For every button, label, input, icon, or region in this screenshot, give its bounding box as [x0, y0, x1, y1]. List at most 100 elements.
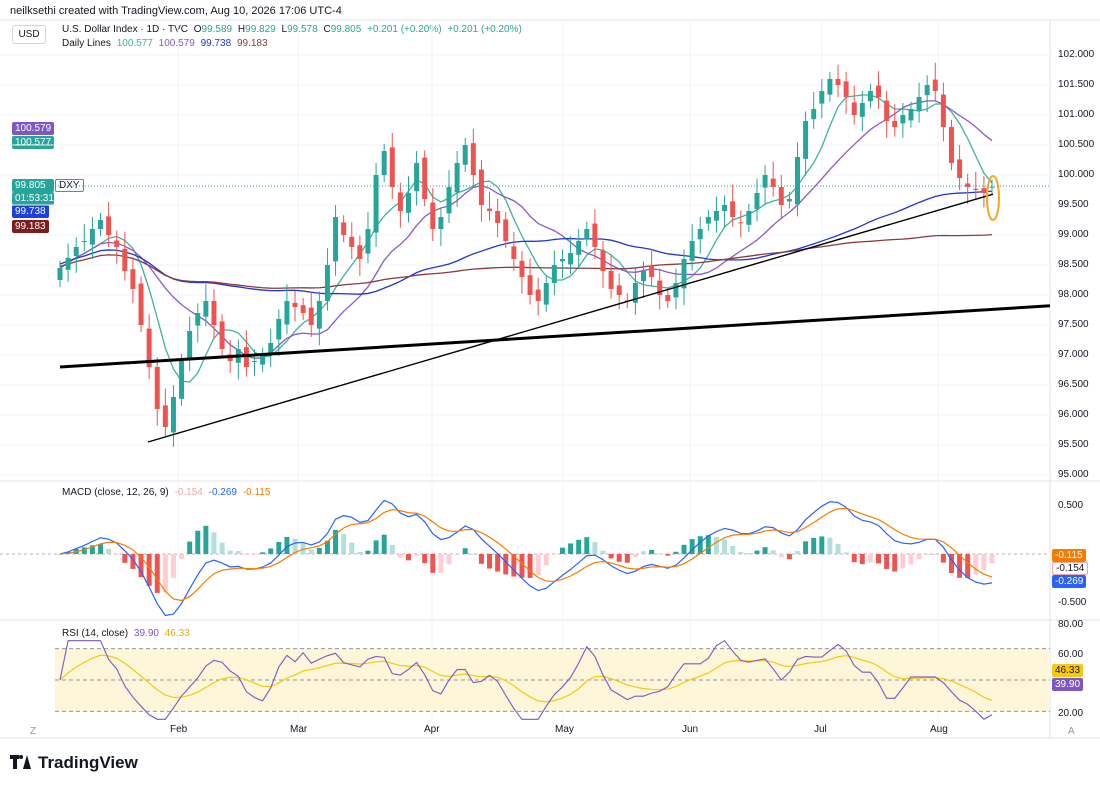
macd-histogram-bar — [543, 554, 549, 566]
macd-histogram-bar — [827, 537, 833, 554]
time-tick-label: Jul — [814, 724, 827, 735]
macd-histogram-bar — [357, 551, 363, 554]
macd-histogram-bar — [446, 554, 452, 565]
macd-histogram-bar — [154, 554, 160, 593]
macd-histogram-bar — [195, 530, 201, 554]
candle-body — [600, 250, 606, 271]
price-tick-label: 97.500 — [1058, 319, 1089, 330]
candle-body — [948, 127, 954, 163]
macd-histogram-bar — [470, 553, 476, 555]
candle-body — [738, 222, 744, 224]
candle-body — [57, 268, 63, 280]
macd-histogram-bar — [268, 548, 274, 554]
macd-histogram-bar — [227, 550, 233, 554]
ma-legend: Daily Lines 100.577 100.579 99.738 99.18… — [62, 38, 271, 49]
candle-body — [268, 343, 274, 355]
candle-body — [243, 347, 249, 367]
price-tick-label: 101.000 — [1058, 109, 1095, 120]
macd-histogram-bar — [243, 554, 249, 556]
macd-histogram-bar — [203, 525, 209, 554]
sma20-line — [59, 94, 993, 383]
macd-histogram-bar — [495, 554, 501, 572]
macd-histogram-bar — [438, 554, 444, 573]
candle-body — [341, 222, 347, 235]
macd-histogram-bar — [373, 540, 379, 554]
candle-body — [503, 219, 509, 241]
candle-body — [705, 217, 711, 224]
candle-body — [495, 211, 501, 223]
macd-histogram-bar — [592, 542, 598, 554]
currency-button[interactable]: USD — [12, 25, 46, 44]
grid — [0, 20, 1050, 738]
macd-histogram-bar — [657, 553, 663, 555]
macd-histogram-bar — [632, 554, 638, 558]
candle-body — [381, 151, 387, 175]
signal-line — [59, 507, 993, 602]
macd-histogram-bar — [924, 554, 930, 555]
macd-histogram-bar — [519, 554, 525, 578]
low-label: L — [281, 24, 288, 35]
macd-histogram-bar — [106, 548, 112, 554]
macd-histogram-bar — [422, 554, 428, 564]
macd-tag-macd: -0.269 — [1052, 575, 1087, 588]
macd-histogram-bar — [551, 554, 557, 555]
macd-histogram-bar — [916, 554, 922, 560]
macd-histogram-bar — [884, 554, 890, 570]
macd-histogram-bar — [138, 554, 144, 578]
macd-histogram-bar — [57, 554, 63, 555]
price-tick-label: 99.000 — [1058, 229, 1089, 240]
candle-body — [462, 145, 468, 165]
zoom-button[interactable]: Z — [30, 726, 37, 737]
macd-histogram-bar — [876, 554, 882, 564]
macd-histogram-bar — [478, 554, 484, 564]
macd-histogram-bar — [616, 554, 622, 562]
candle-body — [389, 147, 395, 187]
candle-body — [730, 201, 736, 217]
macd-histogram-bar — [559, 547, 565, 554]
macd-histogram-bar — [365, 550, 371, 554]
chart-credit: neilksethi created with TradingView.com,… — [10, 5, 342, 17]
macd-histogram-bar — [803, 541, 809, 554]
candle-body — [632, 283, 638, 303]
candle-body — [924, 85, 930, 96]
macd-signal-value: -0.115 — [242, 487, 271, 498]
macd-histogram-bar — [535, 554, 541, 575]
macd-histogram-bar — [957, 554, 963, 578]
candle-body — [592, 223, 598, 247]
macd-histogram-bar — [722, 539, 728, 554]
time-tick-label: May — [555, 724, 574, 735]
macd-histogram-bar — [965, 554, 971, 578]
time-tick-label: Jun — [682, 724, 699, 735]
change-value: +0.201 (+0.20%) — [367, 24, 442, 35]
candle-body — [324, 265, 330, 301]
candle-body — [770, 178, 776, 187]
macd-tick-pos: 0.500 — [1058, 500, 1084, 511]
candle-body — [940, 94, 946, 127]
macd-histogram-bar — [713, 536, 719, 554]
tag-sma200: 99.183 — [12, 220, 49, 233]
candle-body — [843, 81, 849, 97]
macd-histogram-bar — [276, 541, 282, 554]
tag-sma20: 100.577 — [12, 136, 55, 149]
macd-histogram-bar — [89, 545, 95, 554]
candle-body — [649, 265, 655, 277]
candle-body — [187, 331, 193, 360]
candle-body — [713, 211, 719, 221]
macd-histogram-bar — [786, 554, 792, 560]
candle-body — [665, 295, 671, 301]
ma-value-50: 100.579 — [158, 38, 195, 49]
macd-pane — [0, 499, 1050, 617]
macd-histogram-bar — [211, 532, 217, 554]
price-tick-label: 97.000 — [1058, 349, 1089, 360]
tag-countdown: 01:53:31 — [12, 192, 54, 205]
auto-scale-button[interactable]: A — [1068, 726, 1075, 737]
macd-histogram-bar — [122, 554, 128, 563]
candle-body — [478, 169, 484, 205]
rsi-line — [59, 639, 993, 720]
candle-body — [316, 301, 322, 329]
macd-histogram-bar — [292, 538, 298, 554]
candle-body — [811, 109, 817, 120]
candle-body — [357, 245, 363, 259]
candle-body — [795, 157, 800, 205]
